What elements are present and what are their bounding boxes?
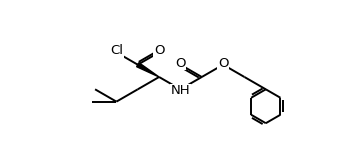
Text: O: O — [154, 44, 164, 57]
Polygon shape — [137, 63, 159, 77]
Text: NH: NH — [171, 84, 190, 97]
Text: Cl: Cl — [110, 44, 123, 57]
Text: O: O — [175, 57, 186, 70]
Text: O: O — [218, 57, 228, 70]
